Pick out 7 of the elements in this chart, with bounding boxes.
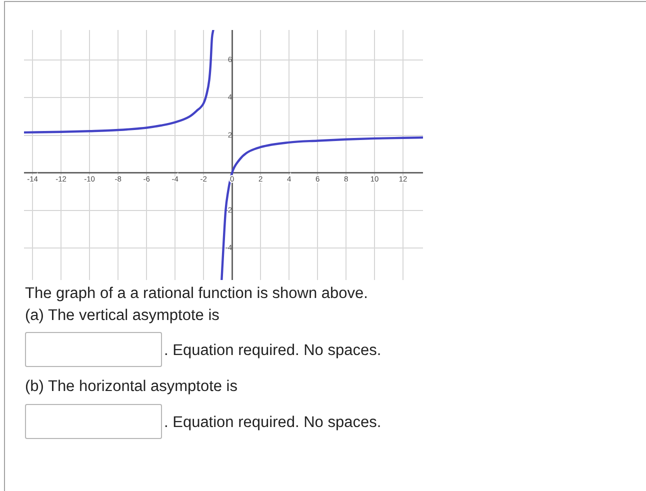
text: (a) The vertical asymptote is bbox=[25, 307, 220, 325]
line-series bbox=[24, 30, 214, 134]
text: . Equation required. No spaces. bbox=[164, 342, 382, 360]
text: . Equation required. No spaces. bbox=[164, 414, 382, 432]
text: (b) The horizontal asymptote is bbox=[25, 378, 238, 396]
text: The graph of a a rational function is shown above. bbox=[25, 285, 368, 303]
line-series bbox=[220, 136, 423, 280]
